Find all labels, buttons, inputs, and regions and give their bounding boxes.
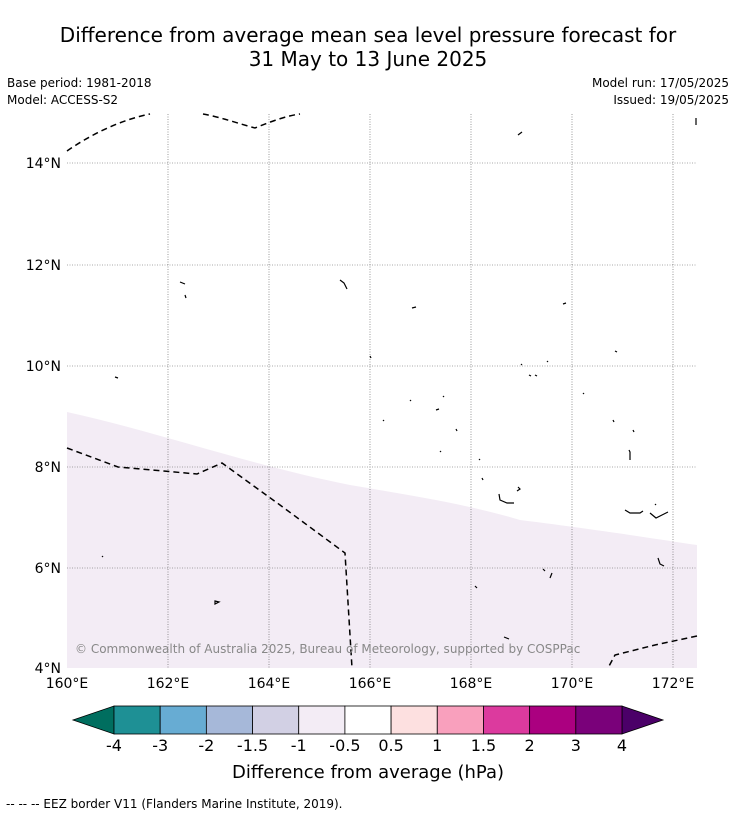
lon-label: 160°E [46,676,89,692]
colorbar-segment [390,705,438,735]
lon-label: 164°E [248,676,291,692]
shaded-anomaly-region [67,412,697,668]
title-line-2: 31 May to 13 June 2025 [248,47,488,71]
colorbar-under-arrow [71,705,115,735]
colorbar-segment [113,705,161,735]
model-run: Model run: 17/05/2025 [591,76,729,90]
lat-label: 12°N [26,258,61,274]
colorbar-segment [483,705,531,735]
lon-label: 162°E [147,676,190,692]
model-name: Model: ACCESS-S2 [7,93,119,107]
colorbar-tick-label: -4 [106,736,122,755]
copyright-text: © Commonwealth of Australia 2025, Bureau… [75,642,580,656]
lat-label: 8°N [35,460,61,476]
colorbar-segment [344,705,392,735]
lat-label: 4°N [35,661,61,677]
colorbar-tick-label: -2 [198,736,214,755]
lon-label: 166°E [349,676,392,692]
colorbar-labels: -4 -3 -2 -1.5 -1 -0.5 0.5 1 1.5 2 3 4 [106,736,627,755]
colorbar [71,705,665,735]
colorbar-tick-label: 3 [571,736,581,755]
colorbar-tick-label: 1.5 [471,736,496,755]
lon-label: 168°E [450,676,493,692]
colorbar-tick-label: 4 [617,736,627,755]
colorbar-segment [575,705,623,735]
colorbar-tick-label: 2 [525,736,535,755]
map-gridlines [67,114,697,668]
island-outlines [101,118,697,640]
lon-labels: 160°E 162°E 164°E 166°E 168°E 170°E 172°… [46,676,695,692]
colorbar-title: Difference from average (hPa) [231,762,505,783]
colorbar-tick-label: -3 [152,736,168,755]
title-line-1: Difference from average mean sea level p… [59,23,677,47]
colorbar-segment [252,705,300,735]
colorbar-segment [529,705,577,735]
lat-labels: 14°N 12°N 10°N 8°N 6°N 4°N [26,156,61,677]
eez-borders [66,113,698,669]
colorbar-tick-label: 0.5 [378,736,403,755]
lat-label: 6°N [35,561,61,577]
lon-label: 172°E [652,676,695,692]
colorbar-segment [205,705,253,735]
base-period: Base period: 1981-2018 [7,76,152,90]
lat-label: 14°N [26,156,61,172]
colorbar-segment [159,705,207,735]
colorbar-tick-label: -1.5 [237,736,268,755]
lat-label: 10°N [26,359,61,375]
colorbar-segment [298,705,346,735]
issued-date: Issued: 19/05/2025 [613,93,729,107]
colorbar-tick-label: 1 [432,736,442,755]
colorbar-tick-label: -0.5 [329,736,360,755]
lon-label: 170°E [551,676,594,692]
colorbar-segment [436,705,484,735]
eez-legend-note: -- -- -- EEZ border V11 (Flanders Marine… [6,797,343,811]
colorbar-over-arrow [621,705,665,735]
colorbar-tick-label: -1 [291,736,307,755]
